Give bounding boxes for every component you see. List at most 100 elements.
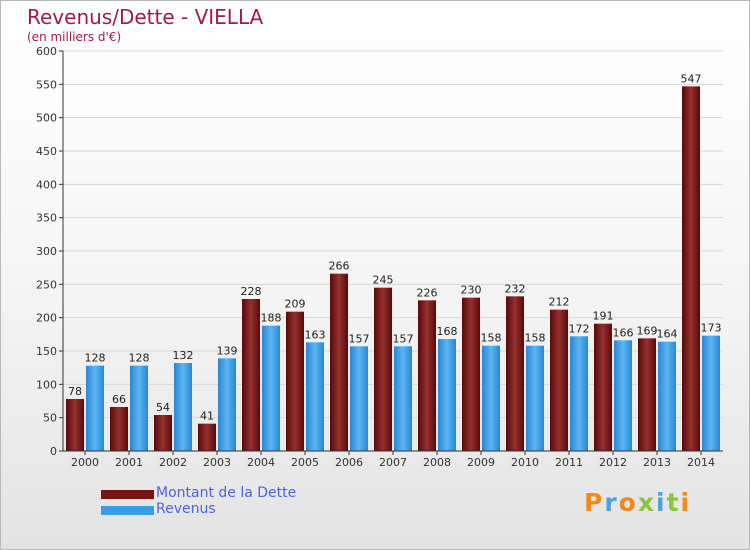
data-label-revenus: 164	[657, 328, 678, 341]
bar-dette	[330, 273, 348, 451]
data-label-revenus: 188	[261, 312, 282, 325]
x-tick-label: 2007	[379, 456, 407, 469]
data-label-revenus: 173	[701, 322, 722, 335]
bars-layer	[66, 86, 720, 451]
data-label-dette: 41	[200, 410, 214, 423]
x-tick-label: 2001	[115, 456, 143, 469]
x-tick-label: 2009	[467, 456, 495, 469]
x-tick-label: 2008	[423, 456, 451, 469]
bar-revenus	[438, 339, 456, 451]
y-tick-label: 150	[36, 345, 57, 358]
axis-layer: 0 50 100 150 200 250 300 350 400 450 500 550 600 2000…	[36, 45, 723, 469]
y-tick-label: 300	[36, 245, 57, 258]
x-tick-label: 2003	[203, 456, 231, 469]
legend-swatch-revenus	[101, 506, 154, 515]
data-label-dette: 230	[461, 284, 482, 297]
bar-revenus	[350, 346, 368, 451]
bar-revenus	[262, 325, 280, 451]
chart-title: Revenus/Dette - VIELLA	[27, 5, 264, 29]
data-label-dette: 66	[112, 393, 126, 406]
x-tick-label: 2005	[291, 456, 319, 469]
bar-dette	[198, 423, 216, 451]
x-tick-label: 2002	[159, 456, 187, 469]
x-tick-label: 2010	[511, 456, 539, 469]
x-tick-label: 2011	[555, 456, 583, 469]
legend-swatch-dette	[101, 490, 154, 499]
data-label-dette: 228	[241, 285, 262, 298]
bar-revenus	[174, 363, 192, 451]
data-label-revenus: 158	[525, 332, 546, 345]
bar-revenus	[482, 345, 500, 451]
bar-dette	[110, 407, 128, 451]
data-label-revenus: 132	[173, 349, 194, 362]
bar-dette	[550, 309, 568, 451]
data-label-dette: 209	[285, 298, 306, 311]
bar-dette	[154, 415, 172, 451]
x-tick-label: 2000	[71, 456, 99, 469]
data-label-dette: 245	[373, 274, 394, 287]
data-label-revenus: 128	[129, 352, 150, 365]
bar-dette	[374, 287, 392, 451]
bar-revenus	[394, 346, 412, 451]
bar-dette	[242, 299, 260, 451]
data-label-dette: 226	[417, 286, 438, 299]
y-tick-label: 350	[36, 212, 57, 225]
x-tick-label: 2004	[247, 456, 275, 469]
y-tick-label: 250	[36, 278, 57, 291]
data-label-dette: 232	[505, 282, 526, 295]
y-tick-label: 400	[36, 178, 57, 191]
bar-revenus	[306, 342, 324, 451]
y-tick-label: 550	[36, 78, 57, 91]
bar-dette	[638, 338, 656, 451]
legend-label-dette: Montant de la Dette	[156, 485, 297, 501]
chart-subtitle: (en milliers d'€)	[27, 30, 122, 44]
data-label-dette: 547	[681, 72, 702, 85]
bar-revenus	[86, 365, 104, 451]
x-tick-label: 2012	[599, 456, 627, 469]
data-label-dette: 169	[637, 324, 658, 337]
bar-dette	[462, 297, 480, 451]
data-label-revenus: 157	[393, 332, 414, 345]
y-tick-label: 500	[36, 112, 57, 125]
bar-revenus	[218, 358, 236, 451]
data-label-revenus: 166	[613, 326, 634, 339]
data-label-dette: 212	[549, 296, 570, 309]
data-label-revenus: 128	[85, 352, 106, 365]
bar-dette	[594, 323, 612, 451]
data-label-revenus: 163	[305, 328, 326, 341]
y-tick-label: 600	[36, 45, 57, 58]
bar-revenus	[526, 345, 544, 451]
bar-revenus	[702, 335, 720, 451]
data-label-dette: 78	[68, 385, 82, 398]
bar-revenus	[614, 340, 632, 451]
x-tick-label: 2006	[335, 456, 363, 469]
bar-revenus	[130, 365, 148, 451]
bar-revenus	[658, 341, 676, 451]
data-label-revenus: 168	[437, 325, 458, 338]
data-label-revenus: 172	[569, 322, 590, 335]
y-tick-label: 100	[36, 378, 57, 391]
x-tick-label: 2014	[687, 456, 715, 469]
data-label-dette: 191	[593, 310, 614, 323]
bar-revenus	[570, 336, 588, 451]
bar-dette	[286, 311, 304, 451]
proxiti-logo: Proxiti	[584, 488, 692, 517]
y-tick-label: 200	[36, 312, 57, 325]
data-label-revenus: 158	[481, 332, 502, 345]
x-tick-label: 2013	[643, 456, 671, 469]
y-tick-label: 0	[50, 445, 57, 458]
data-label-dette: 54	[156, 401, 170, 414]
y-tick-label: 450	[36, 145, 57, 158]
bar-dette	[682, 86, 700, 451]
data-label-revenus: 157	[349, 332, 370, 345]
data-label-dette: 266	[329, 260, 350, 273]
bar-dette	[66, 399, 84, 451]
bar-dette	[418, 300, 436, 451]
legend-label-revenus: Revenus	[156, 501, 216, 517]
bar-dette	[506, 296, 524, 451]
data-label-revenus: 139	[217, 344, 238, 357]
y-tick-label: 50	[43, 412, 57, 425]
